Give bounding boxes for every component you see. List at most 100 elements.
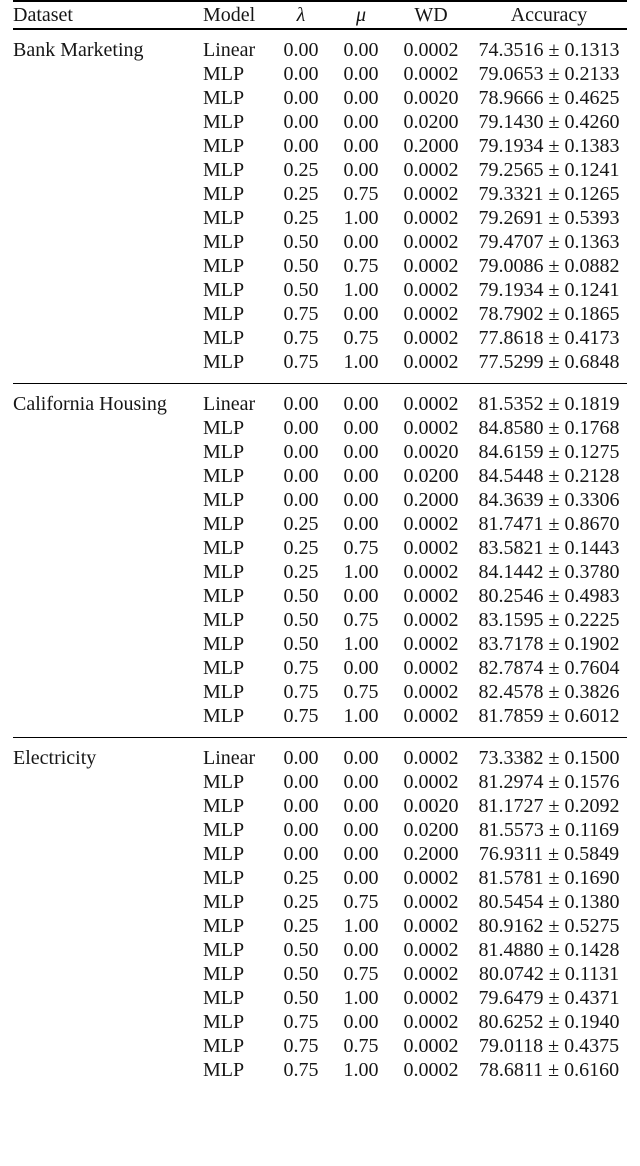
cell-mu: 1.00 [343,705,379,727]
cell-mu: 0.00 [343,159,379,181]
cell-model: MLP [203,561,245,583]
cell-lambda: 0.00 [283,441,319,463]
cell-mu: 0.75 [343,255,379,277]
table-row: MLP 0.00 0.00 0.0020 81.1727 ± 0.2092 [13,794,627,818]
cell-wd: 0.0002 [403,207,459,229]
cell-model: MLP [203,987,245,1009]
cell-lambda: 0.00 [283,39,319,61]
cell-dataset [13,278,203,302]
table-row: MLP 0.25 0.00 0.0002 81.7471 ± 0.8670 [13,512,627,536]
table-row: Bank Marketing Linear 0.00 0.00 0.0002 74.351… [13,29,627,62]
cell-mu: 1.00 [343,561,379,583]
table-row: MLP 0.25 0.75 0.0002 83.5821 ± 0.1443 [13,536,627,560]
cell-model: MLP [203,705,245,727]
table-row: Electricity Linear 0.00 0.00 0.0002 73.3382 ±… [13,738,627,771]
cell-dataset [13,938,203,962]
cell-wd: 0.0002 [403,561,459,583]
cell-model: MLP [203,585,245,607]
cell-lambda: 0.75 [283,681,319,703]
cell-dataset: California Housing [13,393,167,415]
results-table: Dataset Model λ μ WD Accuracy Bank Marke… [13,0,627,1091]
cell-lambda: 0.25 [283,867,319,889]
cell-accuracy: 82.7874 ± 0.7604 [478,657,620,679]
cell-wd: 0.0200 [403,111,459,133]
cell-lambda: 0.50 [283,963,319,985]
table-row: MLP 0.00 0.00 0.0020 78.9666 ± 0.4625 [13,86,627,110]
cell-dataset [13,440,203,464]
cell-model: Linear [203,39,256,61]
cell-lambda: 0.50 [283,633,319,655]
cell-model: MLP [203,681,245,703]
cell-model: MLP [203,537,245,559]
cell-wd: 0.0200 [403,465,459,487]
cell-lambda: 0.75 [283,303,319,325]
cell-wd: 0.0002 [403,513,459,535]
cell-accuracy: 84.5448 ± 0.2128 [478,465,620,487]
cell-accuracy: 80.9162 ± 0.5275 [478,915,620,937]
column-header-mu: μ [331,1,391,30]
table-row: MLP 0.50 0.00 0.0002 80.2546 ± 0.4983 [13,584,627,608]
cell-accuracy: 79.3321 ± 0.1265 [478,183,620,205]
cell-mu: 0.00 [343,819,379,841]
cell-dataset [13,560,203,584]
table-row: MLP 0.50 1.00 0.0002 83.7178 ± 0.1902 [13,632,627,656]
cell-accuracy: 82.4578 ± 0.3826 [478,681,620,703]
table-row: MLP 0.25 1.00 0.0002 79.2691 ± 0.5393 [13,206,627,230]
cell-model: MLP [203,231,245,253]
table-row: MLP 0.75 0.75 0.0002 79.0118 ± 0.4375 [13,1034,627,1058]
cell-lambda: 0.50 [283,279,319,301]
cell-lambda: 0.00 [283,135,319,157]
cell-accuracy: 84.1442 ± 0.3780 [478,561,620,583]
cell-model: MLP [203,633,245,655]
table-row: MLP 0.75 1.00 0.0002 77.5299 ± 0.6848 [13,350,627,384]
cell-mu: 0.00 [343,747,379,769]
cell-model: MLP [203,609,245,631]
cell-dataset [13,62,203,86]
cell-accuracy: 79.2565 ± 0.1241 [478,159,620,181]
cell-mu: 0.75 [343,537,379,559]
cell-dataset [13,110,203,134]
cell-wd: 0.0002 [403,255,459,277]
cell-accuracy: 79.2691 ± 0.5393 [478,207,620,229]
cell-dataset [13,158,203,182]
cell-wd: 0.0002 [403,417,459,439]
cell-mu: 0.75 [343,609,379,631]
cell-wd: 0.0002 [403,747,459,769]
cell-mu: 0.00 [343,303,379,325]
cell-accuracy: 81.7859 ± 0.6012 [478,705,620,727]
cell-mu: 0.75 [343,183,379,205]
cell-lambda: 0.75 [283,657,319,679]
cell-model: MLP [203,891,245,913]
table-row: MLP 0.00 0.00 0.0200 84.5448 ± 0.2128 [13,464,627,488]
cell-wd: 0.0002 [403,609,459,631]
section-bank-marketing: Bank Marketing Linear 0.00 0.00 0.0002 74.351… [13,29,627,384]
table-row: MLP 0.75 1.00 0.0002 78.6811 ± 0.6160 [13,1058,627,1091]
header-row: Dataset Model λ μ WD Accuracy [13,1,627,30]
cell-lambda: 0.25 [283,537,319,559]
cell-model: MLP [203,513,245,535]
table-row: MLP 0.00 0.00 0.0200 79.1430 ± 0.4260 [13,110,627,134]
cell-wd: 0.0002 [403,39,459,61]
table-row: MLP 0.75 0.75 0.0002 77.8618 ± 0.4173 [13,326,627,350]
cell-accuracy: 81.2974 ± 0.1576 [478,771,620,793]
cell-wd: 0.0002 [403,303,459,325]
cell-mu: 0.00 [343,87,379,109]
cell-accuracy: 79.1430 ± 0.4260 [478,111,620,133]
table-row: MLP 0.50 0.75 0.0002 79.0086 ± 0.0882 [13,254,627,278]
cell-lambda: 0.50 [283,609,319,631]
table-row: MLP 0.25 1.00 0.0002 80.9162 ± 0.5275 [13,914,627,938]
cell-model: MLP [203,1059,245,1081]
table-row: MLP 0.00 0.00 0.0002 84.8580 ± 0.1768 [13,416,627,440]
cell-model: MLP [203,279,245,301]
cell-accuracy: 84.8580 ± 0.1768 [478,417,620,439]
cell-mu: 0.00 [343,111,379,133]
cell-mu: 0.00 [343,513,379,535]
table-header: Dataset Model λ μ WD Accuracy [13,1,627,30]
cell-model: MLP [203,819,245,841]
cell-accuracy: 77.8618 ± 0.4173 [478,327,620,349]
cell-lambda: 0.00 [283,465,319,487]
cell-wd: 0.0002 [403,1011,459,1033]
cell-accuracy: 83.5821 ± 0.1443 [478,537,620,559]
cell-mu: 0.00 [343,465,379,487]
cell-accuracy: 84.3639 ± 0.3306 [478,489,620,511]
